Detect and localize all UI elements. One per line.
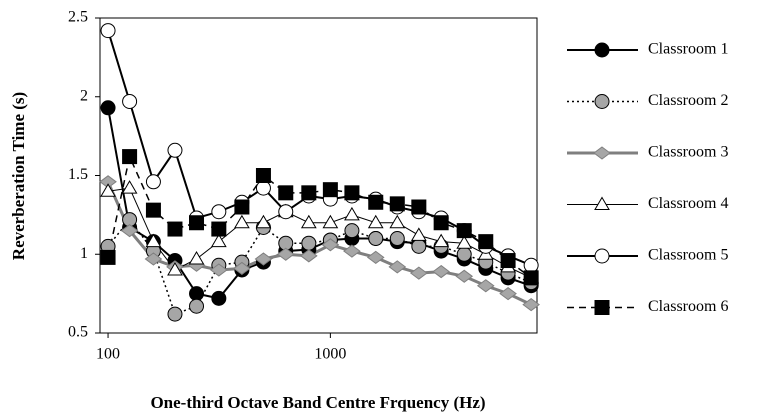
marker bbox=[100, 100, 116, 116]
marker bbox=[500, 253, 516, 269]
marker bbox=[188, 250, 205, 265]
marker bbox=[121, 180, 138, 194]
marker bbox=[211, 290, 227, 306]
marker bbox=[456, 223, 472, 239]
marker bbox=[410, 227, 427, 241]
legend-label: Classroom 3 bbox=[648, 144, 728, 161]
marker bbox=[322, 214, 339, 229]
marker bbox=[210, 233, 227, 248]
marker bbox=[411, 199, 427, 215]
marker bbox=[255, 168, 271, 183]
legend-marker bbox=[594, 94, 610, 109]
marker bbox=[255, 214, 272, 229]
marker bbox=[100, 23, 116, 39]
marker bbox=[278, 185, 294, 201]
marker bbox=[388, 260, 407, 274]
marker bbox=[167, 221, 183, 237]
marker bbox=[523, 270, 539, 286]
marker bbox=[234, 214, 250, 229]
marker bbox=[344, 223, 360, 239]
legend-label: Classroom 4 bbox=[648, 195, 728, 212]
marker bbox=[233, 261, 251, 276]
marker bbox=[144, 252, 163, 266]
legend-label: Classroom 6 bbox=[648, 298, 728, 315]
marker bbox=[368, 194, 384, 210]
marker bbox=[145, 233, 162, 248]
marker bbox=[120, 223, 139, 238]
y-tick-label: 1 bbox=[80, 245, 88, 262]
marker bbox=[410, 266, 428, 280]
y-tick-label: 2 bbox=[80, 87, 88, 104]
marker bbox=[100, 249, 116, 265]
marker bbox=[167, 262, 183, 276]
marker bbox=[368, 231, 384, 246]
marker bbox=[301, 235, 317, 251]
marker bbox=[367, 214, 384, 229]
marker bbox=[301, 185, 317, 201]
marker bbox=[145, 202, 161, 218]
marker bbox=[455, 269, 474, 283]
marker bbox=[100, 183, 116, 197]
marker bbox=[456, 235, 473, 249]
marker bbox=[433, 233, 450, 248]
marker bbox=[366, 250, 385, 265]
legend-marker bbox=[593, 146, 611, 160]
marker bbox=[344, 185, 360, 201]
marker bbox=[476, 279, 495, 293]
marker bbox=[211, 221, 227, 237]
marker bbox=[211, 204, 227, 220]
x-axis-title: One-third Octave Band Centre Frquency (H… bbox=[150, 393, 485, 412]
marker bbox=[278, 204, 294, 220]
marker bbox=[189, 215, 205, 231]
marker bbox=[344, 206, 360, 221]
marker bbox=[389, 231, 405, 246]
y-tick-label: 2.5 bbox=[68, 9, 88, 26]
marker bbox=[234, 199, 250, 215]
y-axis-title: Reverberation Time (s) bbox=[9, 92, 28, 260]
y-tick-label: 1.5 bbox=[68, 166, 88, 183]
x-tick-label: 1000 bbox=[314, 346, 346, 363]
marker bbox=[322, 182, 338, 198]
marker bbox=[167, 142, 183, 158]
legend-marker bbox=[594, 42, 610, 58]
marker bbox=[122, 149, 138, 165]
legend-marker bbox=[594, 300, 610, 315]
marker bbox=[210, 263, 228, 277]
marker bbox=[255, 180, 271, 196]
legend-label: Classroom 5 bbox=[648, 247, 728, 264]
marker bbox=[321, 238, 340, 252]
marker bbox=[522, 298, 540, 312]
marker bbox=[389, 196, 405, 212]
marker bbox=[389, 214, 406, 229]
marker bbox=[411, 238, 427, 254]
x-tick-label: 100 bbox=[96, 346, 120, 363]
legend-marker bbox=[594, 196, 610, 210]
legend-marker bbox=[594, 248, 610, 264]
legend-label: Classroom 1 bbox=[648, 41, 728, 58]
marker bbox=[433, 215, 449, 231]
marker bbox=[254, 252, 273, 266]
marker bbox=[300, 214, 317, 229]
marker bbox=[276, 247, 295, 261]
marker bbox=[189, 286, 205, 302]
marker bbox=[189, 298, 205, 314]
marker bbox=[478, 234, 494, 250]
marker bbox=[145, 174, 161, 190]
marker bbox=[122, 93, 138, 109]
marker bbox=[167, 306, 183, 322]
y-tick-label: 0.5 bbox=[68, 324, 88, 341]
marker bbox=[523, 257, 539, 273]
legend-label: Classroom 2 bbox=[648, 92, 728, 109]
marker bbox=[456, 246, 472, 262]
marker bbox=[499, 287, 517, 301]
marker bbox=[299, 249, 318, 263]
marker bbox=[432, 264, 450, 279]
marker bbox=[343, 244, 361, 258]
